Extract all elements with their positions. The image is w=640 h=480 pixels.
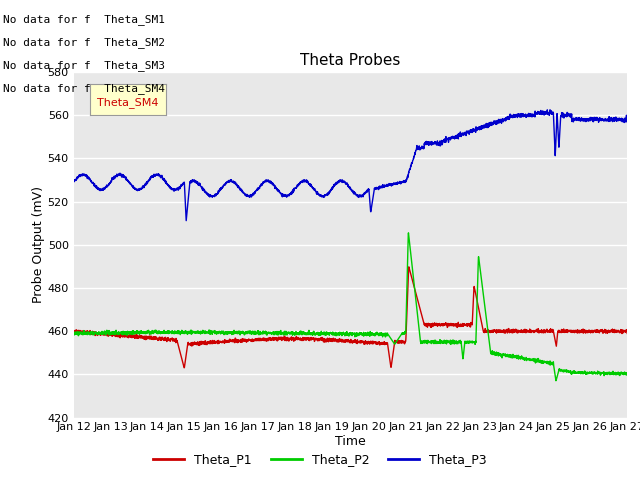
Text: No data for f  Theta_SM1: No data for f Theta_SM1	[3, 13, 165, 24]
Legend: Theta_P1, Theta_P2, Theta_P3: Theta_P1, Theta_P2, Theta_P3	[148, 448, 492, 471]
Title: Theta Probes: Theta Probes	[300, 53, 401, 68]
X-axis label: Time: Time	[335, 435, 366, 448]
Text: No data for f  Theta_SM3: No data for f Theta_SM3	[3, 60, 165, 71]
Text: Theta_SM4: Theta_SM4	[97, 97, 159, 108]
Text: No data for f  Theta_SM2: No data for f Theta_SM2	[3, 36, 165, 48]
Text: No data for f  Theta_SM4: No data for f Theta_SM4	[3, 83, 165, 94]
Y-axis label: Probe Output (mV): Probe Output (mV)	[32, 186, 45, 303]
